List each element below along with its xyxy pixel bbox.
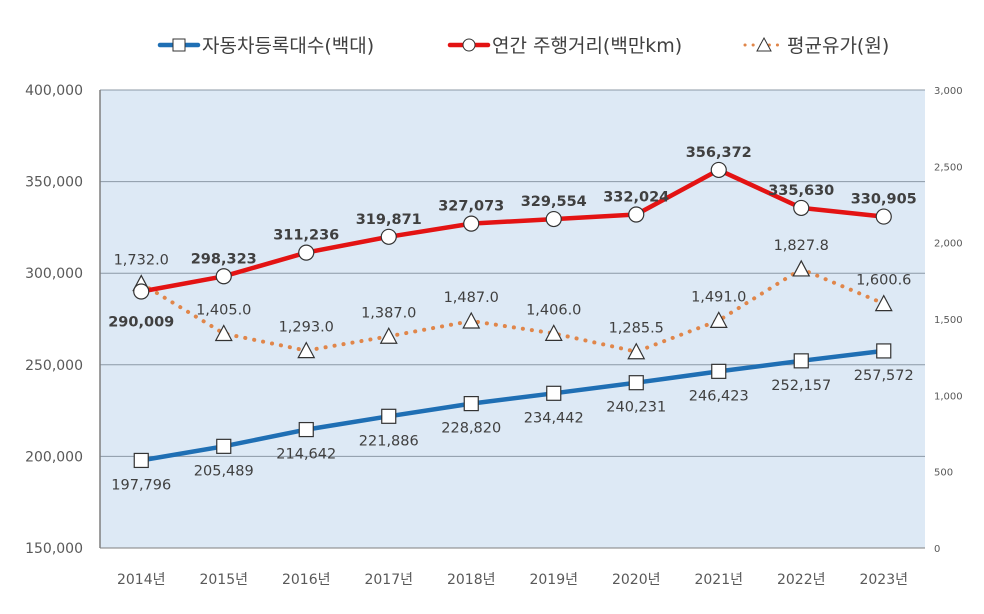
data-label: 1,293.0 [279, 320, 334, 336]
data-label: 1,491.0 [691, 289, 746, 305]
data-point-triangle [792, 259, 811, 277]
data-point-circle [463, 215, 480, 232]
data-label: 290,009 [108, 315, 174, 331]
y-right-tick-label: 500 [934, 468, 953, 479]
data-label: 1,285.5 [609, 321, 664, 337]
data-label: 332,024 [603, 190, 669, 206]
data-point-triangle [627, 342, 646, 360]
data-label: 221,886 [359, 433, 419, 449]
legend-marker-circle [462, 38, 476, 52]
data-label: 319,871 [356, 212, 422, 228]
data-point-triangle [462, 311, 481, 329]
data-label: 252,157 [771, 378, 831, 394]
data-point-square [298, 421, 314, 438]
x-tick-label: 2018년 [447, 572, 496, 588]
x-tick-label: 2020년 [612, 572, 661, 588]
x-tick-label: 2022년 [777, 572, 826, 588]
legend-marker-triangle [756, 36, 772, 52]
data-label: 1,600.6 [856, 273, 911, 289]
y-left-tick-label: 350,000 [25, 175, 83, 191]
data-point-circle [380, 228, 397, 245]
y-left-tick-label: 250,000 [25, 358, 83, 374]
data-label: 234,442 [524, 410, 584, 426]
data-point-square [381, 408, 397, 424]
legend-label: 연간 주행거리(백만km) [492, 35, 682, 57]
data-point-square [711, 363, 727, 379]
data-point-circle [545, 210, 562, 228]
data-point-square [628, 375, 644, 391]
data-point-square [133, 452, 149, 469]
legend-label: 자동차등록대수(백대) [202, 35, 374, 57]
y-right-tick-label: 1,500 [934, 315, 963, 326]
data-point-triangle [297, 341, 316, 359]
data-label: 311,236 [273, 228, 339, 244]
data-label: 1,487.0 [444, 290, 499, 306]
data-label: 335,630 [768, 183, 834, 199]
plot-area [100, 90, 925, 548]
data-label: 214,642 [276, 447, 336, 463]
legend-marker-square [172, 38, 186, 52]
data-point-triangle [709, 311, 728, 328]
data-point-triangle [379, 326, 398, 344]
data-label: 1,405.0 [196, 303, 251, 319]
data-label: 228,820 [441, 421, 501, 437]
series-line-2 [139, 167, 887, 294]
x-tick-label: 2014년 [117, 572, 166, 588]
data-label: 330,905 [851, 192, 917, 208]
data-label: 329,554 [521, 194, 587, 210]
x-tick-label: 2015년 [199, 572, 248, 588]
data-label: 240,231 [606, 400, 666, 416]
y-right-tick-label: 0 [934, 544, 940, 555]
data-label: 356,372 [686, 145, 752, 161]
data-point-circle [298, 244, 315, 261]
data-point-square [216, 438, 232, 454]
data-label: 298,323 [191, 251, 257, 267]
data-point-triangle [214, 324, 233, 342]
y-left-tick-label: 300,000 [25, 266, 83, 282]
y-left-tick-label: 400,000 [25, 83, 83, 99]
data-point-circle [710, 161, 727, 179]
x-tick-label: 2017년 [364, 572, 413, 588]
data-point-circle [133, 283, 150, 300]
data-point-circle [215, 268, 232, 285]
data-point-triangle [874, 294, 893, 312]
data-label: 197,796 [111, 477, 171, 493]
data-point-square [793, 353, 809, 369]
y-right-tick-label: 3,000 [934, 86, 963, 97]
data-label: 246,423 [689, 388, 749, 404]
x-tick-label: 2023년 [859, 572, 908, 588]
data-label: 257,572 [854, 368, 914, 384]
series-line-1 [139, 348, 887, 463]
data-point-triangle [544, 324, 563, 341]
data-label: 327,073 [438, 199, 504, 215]
data-label: 205,489 [194, 463, 254, 479]
x-tick-label: 2016년 [282, 572, 331, 588]
y-right-tick-label: 1,000 [934, 391, 963, 402]
y-left-tick-label: 150,000 [25, 541, 83, 557]
series-line-3 [139, 267, 886, 354]
x-tick-label: 2019년 [529, 572, 578, 588]
data-label: 1,406.0 [526, 302, 581, 318]
data-point-circle [628, 206, 645, 223]
data-point-circle [793, 199, 810, 217]
data-point-square [876, 343, 892, 359]
data-label: 1,827.8 [774, 238, 829, 254]
data-point-square [463, 396, 479, 412]
data-point-circle [875, 208, 892, 225]
data-label: 1,387.0 [361, 305, 416, 321]
x-tick-label: 2021년 [694, 572, 743, 588]
data-label: 1,732.0 [114, 253, 169, 269]
data-point-square [546, 385, 562, 401]
y-left-tick-label: 200,000 [25, 449, 83, 465]
y-right-tick-label: 2,500 [934, 162, 963, 173]
y-right-tick-label: 2,000 [934, 239, 963, 250]
legend-label: 평균유가(원) [787, 35, 889, 57]
